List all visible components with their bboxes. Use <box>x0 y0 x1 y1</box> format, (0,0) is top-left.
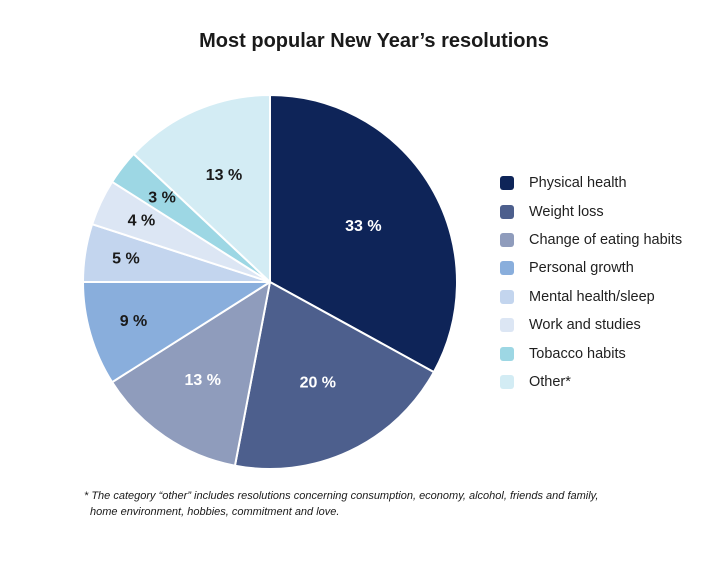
data-label-weight-loss: 20 % <box>300 375 336 392</box>
legend-item: Change of eating habits <box>500 226 682 254</box>
legend-item: Work and studies <box>500 311 682 339</box>
legend-label: Tobacco habits <box>529 345 626 362</box>
legend-swatch <box>500 232 514 247</box>
pie-slice-change-of-eating-habits <box>111 281 271 467</box>
legend-label: Change of eating habits <box>529 231 683 248</box>
pie-slices <box>82 94 458 470</box>
legend-label: Other* <box>529 373 571 390</box>
legend-swatch <box>500 374 514 389</box>
legend-swatch <box>500 346 514 361</box>
legend-swatch <box>500 261 514 276</box>
legend-label: Personal growth <box>529 260 634 277</box>
data-label-tobacco-habits: 3 % <box>148 190 176 207</box>
chart-title: Most popular New Year’s resolutions <box>199 30 549 52</box>
legend: Physical health Weight loss Change of eati… <box>500 169 682 396</box>
legend-item: Weight loss <box>500 197 682 225</box>
data-label-change-of-eating-habits: 13 % <box>184 372 220 389</box>
legend-item: Mental health/sleep <box>500 283 682 311</box>
data-label-other: 13 % <box>206 167 242 184</box>
legend-label: Physical health <box>529 175 627 192</box>
pie-labels: 33 % 20 % 13 % 9 % 5 % 4 % 3 % 13 % <box>112 167 382 392</box>
legend-label: Work and studies <box>529 317 641 334</box>
pie-slice-physical-health <box>269 94 458 374</box>
legend-label: Weight loss <box>529 203 604 220</box>
footnote-line-1: * The category “other” includes resoluti… <box>84 490 599 502</box>
legend-swatch <box>500 289 514 304</box>
legend-label: Mental health/sleep <box>529 288 655 305</box>
legend-item: Tobacco habits <box>500 339 682 367</box>
legend-item: Physical health <box>500 169 682 197</box>
legend-swatch <box>500 318 514 333</box>
data-label-mental-health-sleep: 5 % <box>112 250 140 267</box>
data-label-work-and-studies: 4 % <box>128 213 156 230</box>
data-label-physical-health: 33 % <box>345 218 381 235</box>
legend-swatch <box>500 204 514 219</box>
data-label-personal-growth: 9 % <box>120 313 148 330</box>
pie-slice-personal-growth <box>82 281 271 384</box>
pie-slice-weight-loss <box>233 281 435 470</box>
legend-item: Personal growth <box>500 254 682 282</box>
footnote: * The category “other” includes resoluti… <box>84 488 684 520</box>
footnote-line-2: home environment, hobbies, commitment an… <box>90 506 340 518</box>
legend-swatch <box>500 176 514 191</box>
legend-item: Other* <box>500 368 682 396</box>
pie-slice-other <box>132 94 271 283</box>
